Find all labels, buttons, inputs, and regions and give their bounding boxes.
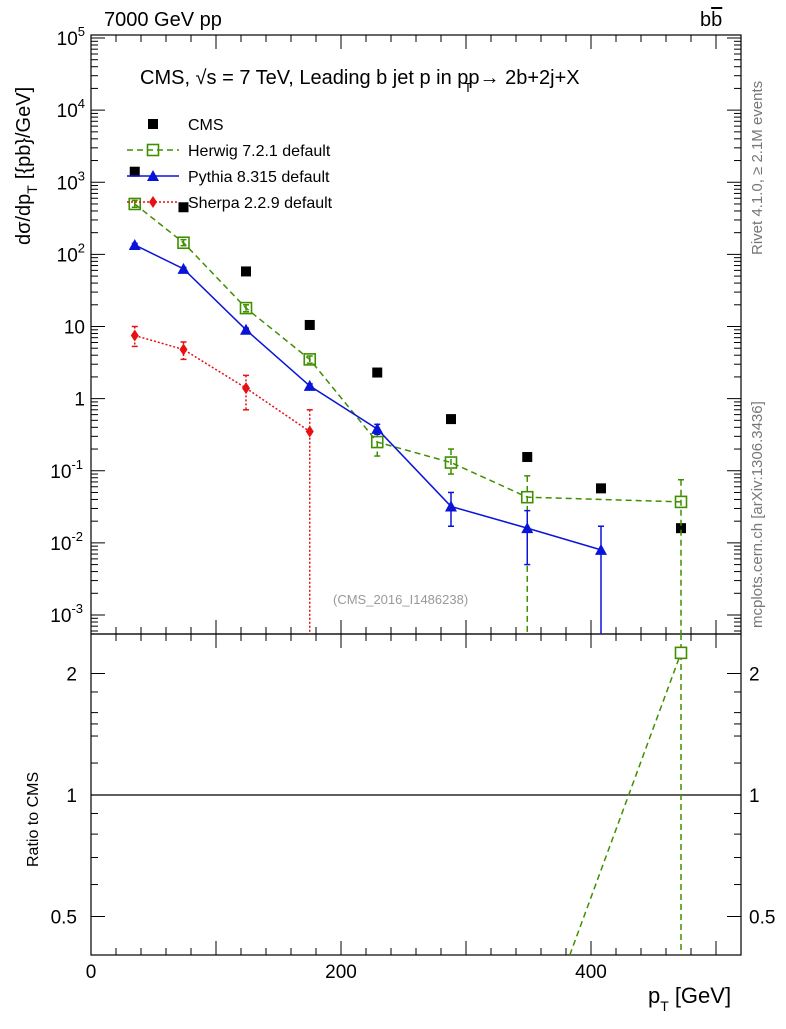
herwig-point (146, 143, 160, 157)
header-right: bb (700, 9, 722, 31)
ratio-axis-ticks: 2 2 1 1 0.5 0.5 (51, 665, 776, 929)
legend-marker (149, 196, 157, 208)
legend-marker (146, 143, 160, 157)
herwig-point (520, 490, 534, 504)
series-sherpa (130, 325, 314, 634)
x-tick-label: 200 (325, 962, 357, 983)
y-tick-label: 10-3 (50, 601, 83, 627)
legend: CMS Herwig 7.2.1 default Pythia 8.315 defa… (127, 117, 333, 212)
sherpa-point (305, 425, 314, 438)
plot-title: CMS, √s = 7 TeV, Leading b jet p in pp→ … (140, 67, 580, 89)
cms-data-point (522, 452, 533, 463)
header-right-bar: b (711, 9, 722, 31)
herwig-point (444, 456, 458, 469)
cms-data-point (148, 119, 158, 129)
herwig-point (370, 435, 384, 449)
pythia-point (595, 543, 607, 555)
herwig-point (303, 353, 317, 366)
pythia-point (147, 170, 159, 181)
y-tick-label: 10-2 (50, 529, 83, 555)
pythia-point (128, 238, 141, 250)
y-tick-label: 102 (57, 240, 85, 266)
y-tick-label: 10 (64, 318, 85, 339)
pythia-point (521, 522, 534, 534)
sherpa-point (179, 343, 188, 356)
series-cms (129, 166, 686, 534)
y-axis-label-top: dσ/dpT[{pb}/GeV] (13, 87, 40, 245)
ratio-layer (569, 646, 688, 956)
x-tick-label: 0 (86, 962, 97, 983)
ratio-tick-label-left: 0.5 (51, 908, 77, 929)
rivet-label: Rivet 4.1.0, ≥ 2.1M events (749, 81, 766, 255)
sherpa-point (130, 329, 139, 342)
sherpa-point (149, 196, 157, 208)
cms-data-point (596, 483, 606, 494)
legend-marker (148, 119, 158, 129)
series-herwig (128, 197, 688, 634)
y-tick-label: 103 (57, 168, 85, 194)
herwig-ratio-point (674, 646, 688, 660)
pythia-point (445, 500, 457, 512)
y-tick-label: 104 (57, 96, 85, 122)
header-left: 7000 GeV pp (104, 9, 222, 31)
series-line (134, 334, 311, 433)
y-tick-label: 105 (57, 24, 85, 50)
cms-data-point (178, 202, 189, 213)
ratio-tick-label-left: 1 (66, 786, 77, 807)
cms-data-point (129, 166, 140, 177)
legend-label: Sherpa 2.2.9 default (188, 195, 333, 212)
y-tick-label: 1 (74, 390, 85, 411)
pythia-point (371, 422, 384, 434)
herwig-point (177, 236, 190, 250)
ratio-tick-label-right: 0.5 (749, 908, 775, 929)
cms-data-point (372, 367, 383, 378)
herwig-point (239, 301, 253, 315)
mcplots-label: mcplots.cern.ch [arXiv:1306.3436] (749, 401, 766, 628)
y-axis-label-ratio: Ratio to CMS (25, 772, 42, 867)
analysis-watermark: (CMS_2016_I1486238) (333, 592, 468, 607)
pythia-point (240, 323, 252, 335)
cms-data-point (304, 319, 315, 330)
series-line (134, 244, 602, 551)
x-axis-ticks: 0 200 400 (86, 35, 717, 983)
ratio-tick-label-right: 1 (749, 786, 760, 807)
herwig-point (674, 495, 688, 509)
x-tick-label: 400 (575, 962, 607, 983)
herwig-ratio-line (569, 652, 682, 956)
series-pythia (128, 238, 607, 634)
legend-marker (147, 170, 159, 181)
legend-label: Herwig 7.2.1 default (188, 143, 331, 160)
series-line (134, 203, 682, 503)
cms-data-point (676, 523, 686, 534)
pythia-point (303, 379, 316, 391)
ratio-tick-label-right: 2 (749, 665, 760, 686)
legend-label: CMS (188, 117, 224, 134)
sherpa-point (242, 382, 250, 395)
legend-label: Pythia 8.315 default (188, 169, 330, 186)
ratio-tick-label-left: 2 (66, 665, 77, 686)
pythia-point (177, 262, 190, 274)
x-axis-label: pT [GeV] (648, 983, 731, 1014)
herwig-point (128, 197, 142, 211)
y-tick-label: 10-1 (50, 457, 83, 483)
cms-data-point (446, 414, 456, 425)
plot-title-sub: T (464, 80, 472, 95)
cms-data-point (241, 266, 251, 277)
series-layer (128, 166, 688, 955)
